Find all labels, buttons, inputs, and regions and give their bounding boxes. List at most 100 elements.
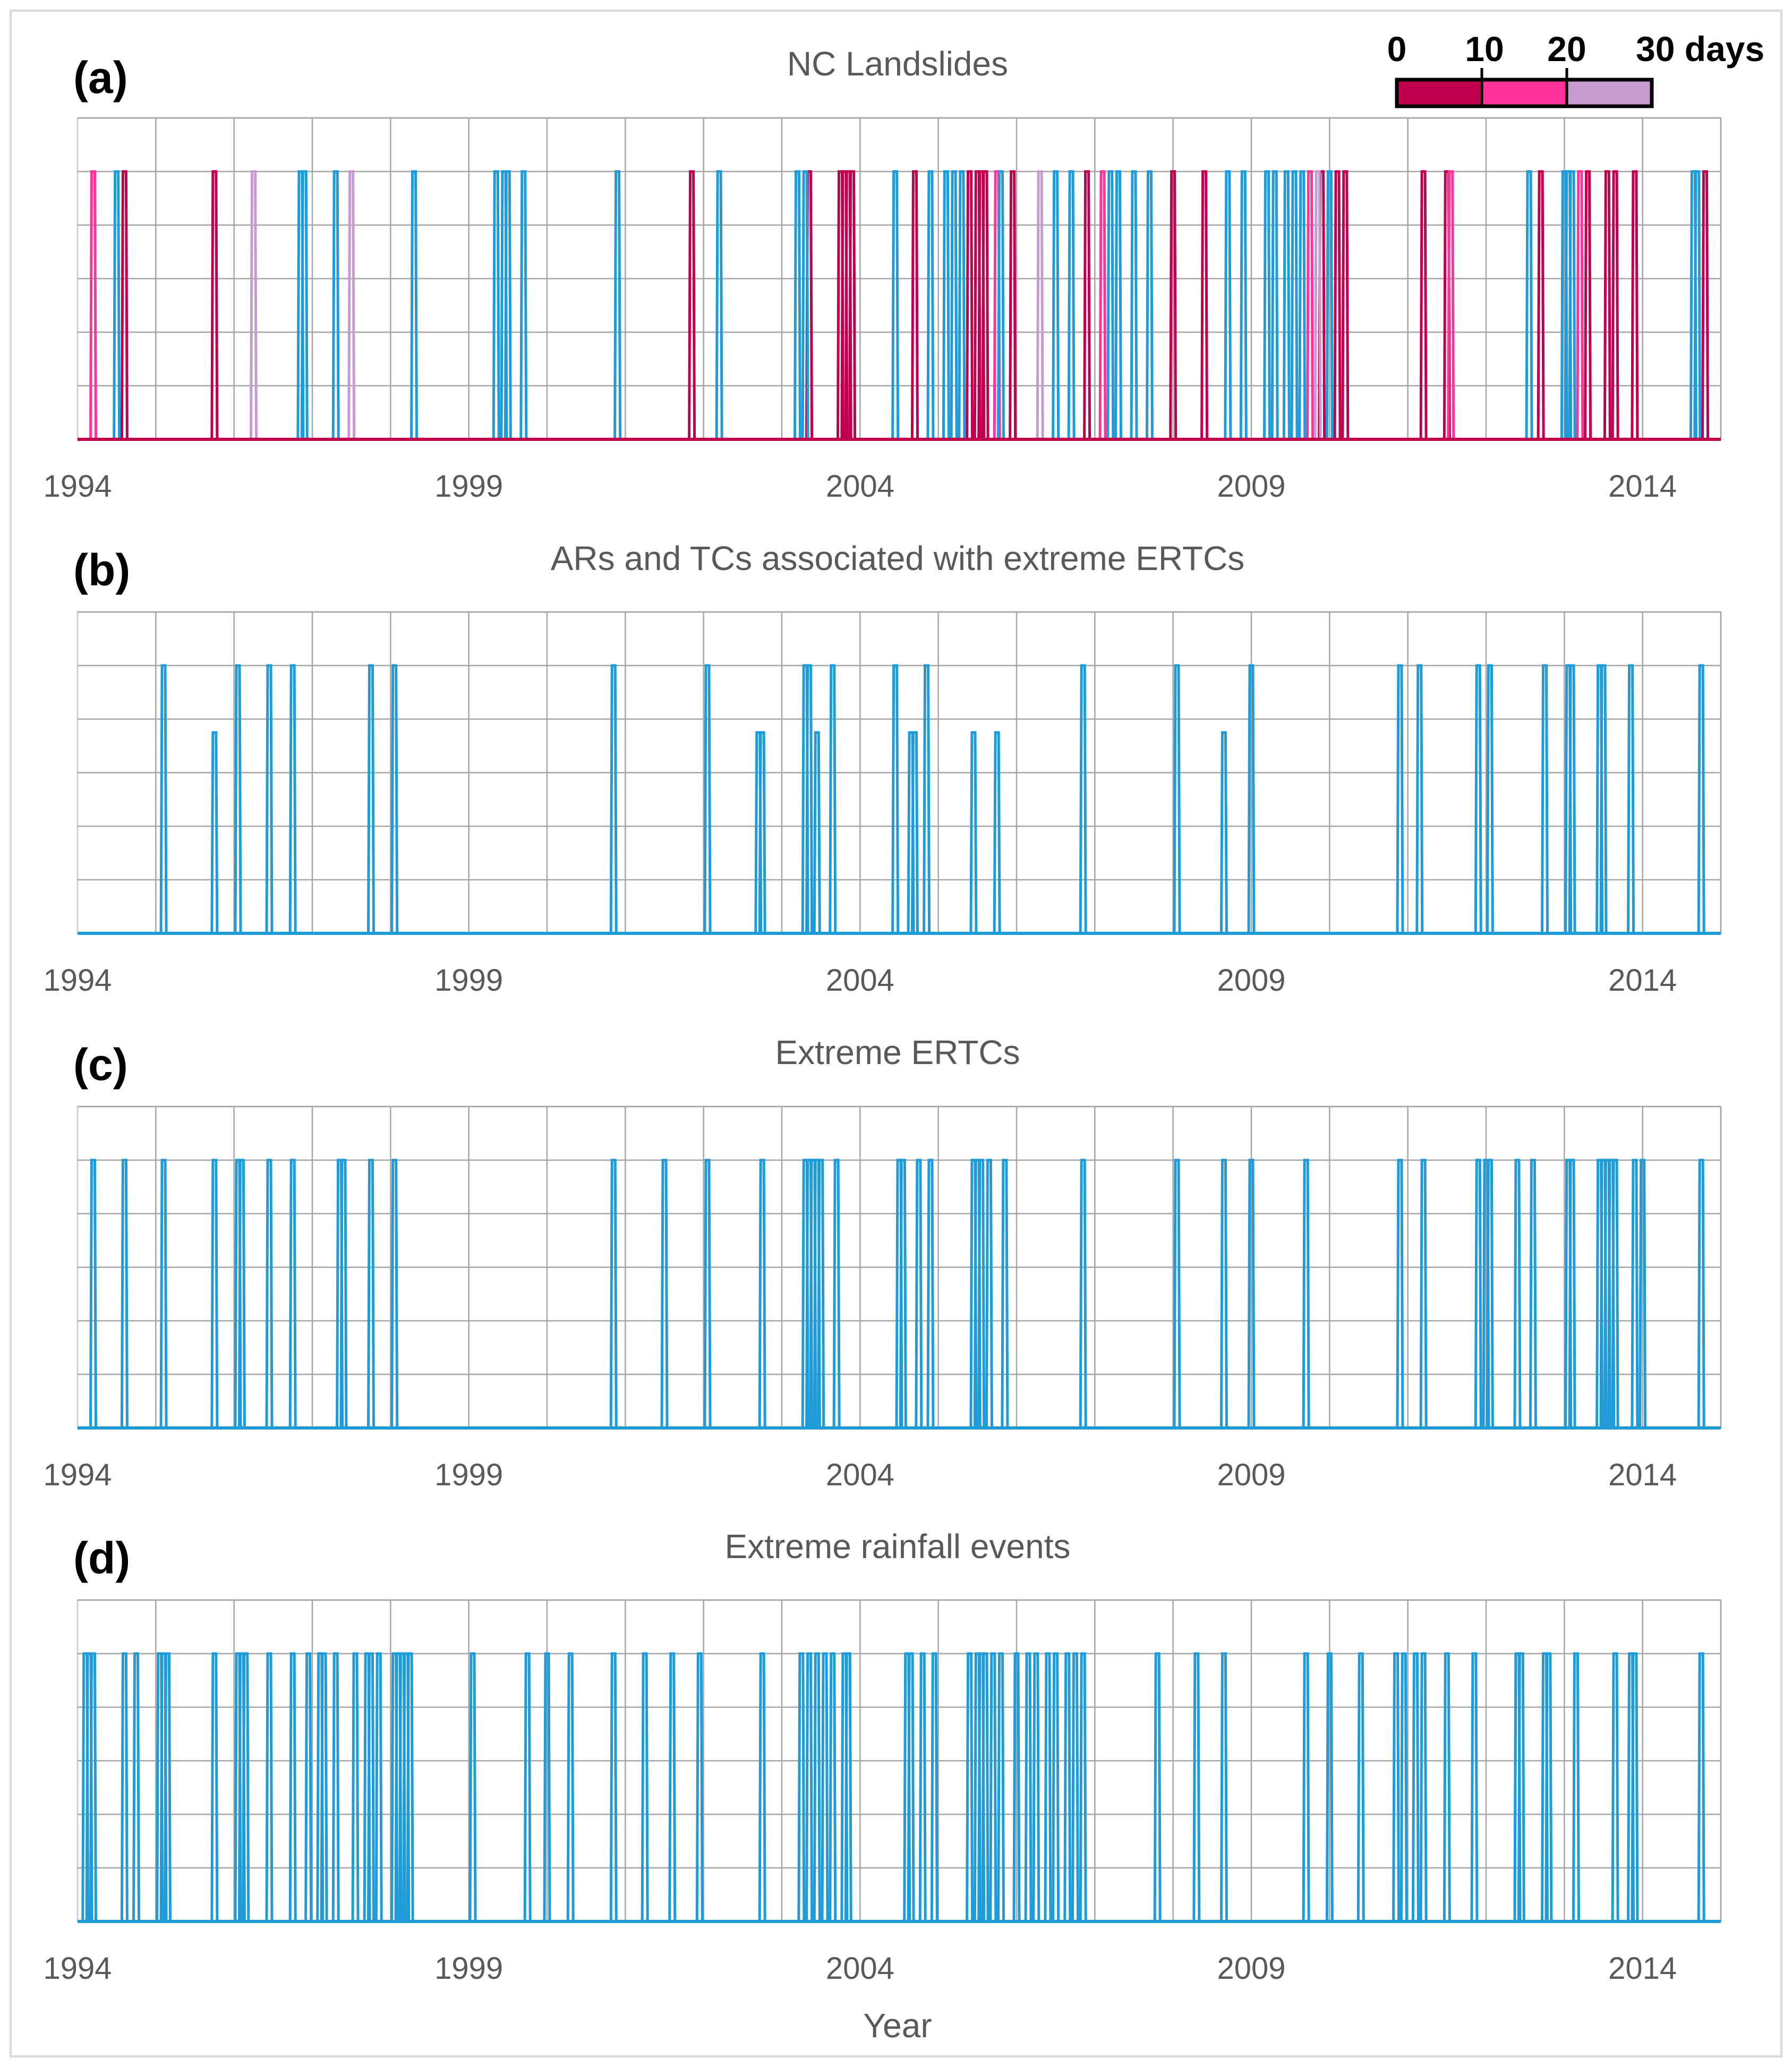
x-tick-label-1999: 1999 (434, 469, 503, 504)
legend-segment-0-10 (1397, 80, 1482, 106)
event-spike (930, 1652, 938, 1922)
event-spike (668, 1652, 677, 1922)
x-tick-label-2004: 2004 (826, 469, 894, 504)
event-spike (1239, 170, 1248, 440)
event-spike (519, 170, 528, 440)
event-spike (1079, 664, 1087, 934)
event-spike (210, 731, 219, 934)
event-spike (367, 664, 375, 934)
event-spike (966, 170, 974, 440)
event-spike (993, 731, 1001, 934)
event-spike (926, 170, 935, 440)
event-spike (367, 1159, 375, 1428)
event-spike (1443, 1652, 1451, 1922)
event-spike (977, 1159, 986, 1428)
event-spike (1079, 1652, 1087, 1922)
event-spike (1044, 1652, 1052, 1922)
event-spike (1083, 170, 1091, 440)
event-spike (923, 664, 931, 934)
event-spike (715, 170, 723, 440)
event-spike (1067, 170, 1076, 440)
event-spike (1325, 170, 1334, 440)
x-axis-title: Year (863, 2006, 932, 2045)
panel-c: (c) Extreme ERTCs 1994 1999 2004 2009 2014 (43, 1033, 1722, 1492)
event-spike (1130, 170, 1138, 440)
panel-d-title: Extreme rainfall events (725, 1527, 1071, 1566)
x-tick-label-1994: 1994 (43, 963, 112, 998)
event-spike (1568, 664, 1576, 934)
event-spike (1419, 170, 1428, 440)
event-spike (1411, 1652, 1420, 1922)
event-spike (1270, 170, 1279, 440)
event-spike (813, 1652, 821, 1922)
event-spike (159, 1159, 168, 1428)
event-spike (120, 1652, 129, 1922)
event-spike (1356, 1652, 1365, 1922)
event-spike (915, 1159, 923, 1428)
panel-b: (b) ARs and TCs associated with extreme … (43, 539, 1722, 998)
event-spike (1396, 664, 1404, 934)
event-spike (966, 1652, 974, 1922)
event-spike (390, 664, 399, 934)
event-spike (832, 1159, 841, 1428)
event-spike (910, 731, 919, 934)
event-spike (1697, 1652, 1705, 1922)
event-spike (390, 1159, 399, 1428)
event-spike (1247, 1159, 1256, 1428)
x-tick-label-2009: 2009 (1217, 469, 1285, 504)
event-spike (801, 170, 809, 440)
event-spike (1313, 170, 1322, 440)
event-spike (817, 1159, 825, 1428)
event-spike (132, 1652, 140, 1922)
event-spike (163, 1652, 172, 1922)
event-spike (1419, 1652, 1428, 1922)
event-spike (331, 1652, 340, 1922)
event-spike (1071, 1652, 1079, 1922)
event-spike (250, 170, 258, 440)
event-spike (758, 1159, 766, 1428)
event-spike (1325, 1652, 1334, 1922)
event-spike (1541, 664, 1549, 934)
panel-d-label: (d) (73, 1533, 130, 1583)
event-spike (1627, 664, 1635, 934)
event-spike (1611, 170, 1619, 440)
event-spike (1631, 1159, 1639, 1428)
event-spike (1192, 1652, 1201, 1922)
panel-a: (a) NC Landslides 1994 1999 2004 2009 2014 (43, 45, 1722, 504)
event-spike (113, 170, 121, 440)
event-spike (1701, 170, 1710, 440)
event-spike (997, 1652, 1005, 1922)
x-tick-label-1994: 1994 (43, 1458, 112, 1492)
event-spike (320, 1652, 328, 1922)
event-spike (1474, 1159, 1482, 1428)
event-spike (1447, 170, 1455, 440)
x-tick-label-1999: 1999 (434, 1951, 503, 1986)
legend-segment-20-30 (1567, 80, 1652, 106)
event-spike (1036, 170, 1044, 440)
event-spike (918, 1652, 927, 1922)
event-spike (1333, 170, 1342, 440)
event-spike (695, 1652, 704, 1922)
panel-d: (d) Extreme rainfall events 1994 1999 2004… (43, 1527, 1722, 1986)
event-spike (1302, 1652, 1310, 1922)
event-spike (300, 170, 309, 440)
event-spike (304, 1652, 313, 1922)
event-spike (821, 1652, 829, 1922)
event-spike (981, 1652, 989, 1922)
event-spike (1247, 664, 1256, 934)
event-spike (1486, 1159, 1494, 1428)
event-spike (1631, 170, 1639, 440)
event-spike (609, 664, 618, 934)
event-spike (613, 170, 622, 440)
x-tick-label-2004: 2004 (826, 1458, 894, 1492)
event-spike (523, 1652, 532, 1922)
event-spike (331, 170, 340, 440)
event-spike (609, 1159, 618, 1428)
event-spike (1298, 170, 1307, 440)
event-spike (1631, 1652, 1639, 1922)
event-spike (703, 1159, 712, 1428)
event-spike (1584, 170, 1592, 440)
event-spike (891, 664, 900, 934)
legend-label-10: 10 (1465, 29, 1504, 69)
legend-outline (1395, 78, 1654, 108)
